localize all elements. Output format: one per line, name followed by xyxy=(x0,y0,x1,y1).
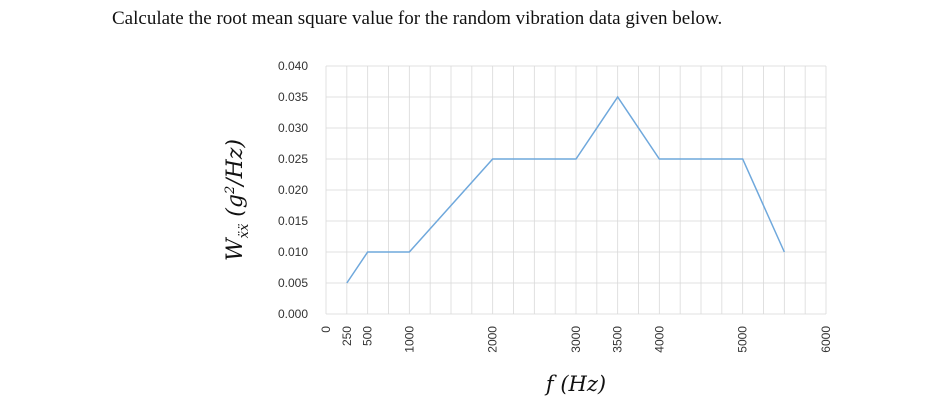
x-tick-label: 6000 xyxy=(819,326,833,353)
y-axis-label: Wẍẍ (g2/Hz) xyxy=(223,139,252,261)
y-tick-label: 0.035 xyxy=(278,90,308,104)
y-tick-label: 0.005 xyxy=(278,276,308,290)
y-tick-labels: 0.000 0.005 0.010 0.015 0.020 0.025 0.030 0.035… xyxy=(278,59,308,321)
x-tick-label: 500 xyxy=(361,326,375,346)
x-tick-label: 1000 xyxy=(402,326,416,353)
y-tick-label: 0.000 xyxy=(278,307,308,321)
x-tick-label: 3500 xyxy=(611,326,625,353)
y-tick-label: 0.040 xyxy=(278,59,308,73)
x-tick-labels: 0 250 500 1000 2000 3000 3500 4000 5000 6000 xyxy=(319,326,833,353)
y-tick-label: 0.025 xyxy=(278,152,308,166)
x-axis-label: f (Hz) xyxy=(544,372,606,396)
y-tick-label: 0.015 xyxy=(278,214,308,228)
grid xyxy=(325,65,827,315)
svg-text:Wẍẍ (g2/Hz): Wẍẍ (g2/Hz) xyxy=(223,139,252,261)
question-text: Calculate the root mean square value for… xyxy=(112,8,723,29)
x-tick-label: 2000 xyxy=(486,326,500,353)
x-tick-label: 5000 xyxy=(736,326,750,353)
x-tick-label: 4000 xyxy=(652,326,666,353)
series-line xyxy=(346,95,786,284)
y-tick-label: 0.030 xyxy=(278,121,308,135)
y-tick-label: 0.020 xyxy=(278,183,308,197)
x-tick-label: 0 xyxy=(319,326,333,333)
y-tick-label: 0.010 xyxy=(278,245,308,259)
x-tick-label: 3000 xyxy=(569,326,583,353)
x-tick-label: 250 xyxy=(340,326,354,346)
